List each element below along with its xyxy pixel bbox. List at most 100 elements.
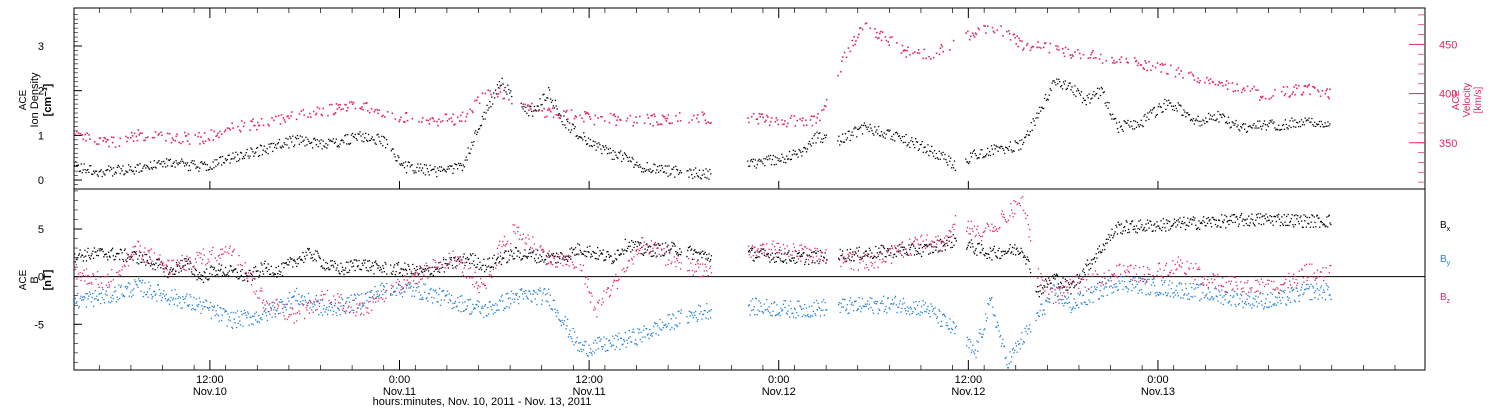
velocity-point: [1142, 67, 1145, 69]
b-bx-point: [1311, 214, 1313, 216]
b-bx-point: [935, 246, 938, 248]
b-by-point: [131, 289, 133, 291]
density-point: [372, 139, 374, 141]
b-by-point: [849, 297, 852, 299]
velocity-point: [1026, 42, 1029, 45]
density-point: [654, 164, 656, 166]
b-by-point: [1047, 301, 1049, 303]
b-by-point: [1236, 294, 1239, 296]
velocity-point: [676, 120, 679, 123]
velocity-point: [881, 31, 884, 33]
b-bx-point: [1082, 268, 1085, 270]
b-bx-point: [104, 253, 107, 255]
velocity-point: [160, 131, 162, 134]
b-by-point: [111, 300, 113, 303]
density-point: [1116, 127, 1119, 130]
b-bx-point: [1271, 220, 1274, 222]
b-bx-point: [343, 273, 345, 276]
b-by-point: [88, 295, 90, 297]
density-point: [396, 160, 398, 162]
b-by-point: [1038, 315, 1040, 318]
b-by-point: [762, 312, 765, 314]
b-bx-point: [862, 255, 864, 258]
velocity-point: [283, 119, 286, 121]
b-by-point: [150, 293, 152, 296]
velocity-point: [183, 131, 186, 134]
b-bx-point: [1069, 286, 1071, 288]
b-by-point: [951, 328, 954, 331]
b-by-point: [171, 299, 174, 301]
b-by-point: [115, 290, 117, 292]
b-by-point: [995, 326, 998, 328]
density-point: [687, 170, 689, 172]
b-bx-point: [541, 259, 544, 261]
b-bx-point: [1006, 252, 1008, 254]
velocity-point: [801, 119, 803, 122]
velocity-point: [280, 114, 283, 116]
b-by-point: [462, 310, 465, 312]
b-by-point: [386, 282, 388, 285]
velocity-point: [984, 25, 986, 28]
velocity-point: [841, 56, 844, 58]
b-by-point: [1244, 302, 1246, 305]
b-bx-point: [1327, 226, 1329, 228]
density-point: [274, 146, 276, 149]
velocity-point: [253, 124, 255, 127]
velocity-point: [154, 131, 157, 133]
b-by-point: [217, 304, 219, 307]
density-point: [757, 160, 759, 162]
density-point: [1034, 124, 1036, 127]
b-by-point: [826, 308, 828, 311]
b-bx-point: [1236, 218, 1239, 220]
velocity-point: [941, 45, 944, 48]
density-point: [938, 150, 940, 152]
density-point: [530, 110, 533, 113]
b-by-point: [141, 279, 144, 281]
b-by-point: [559, 320, 562, 322]
density-point: [202, 163, 205, 165]
density-point: [942, 151, 944, 154]
b-bx-point: [469, 253, 472, 255]
b-bx-point: [227, 272, 229, 274]
b-bx-point: [296, 258, 299, 260]
b-by-point: [262, 307, 265, 309]
velocity-point: [288, 117, 290, 120]
b-by-point: [89, 293, 92, 295]
b-bx-point: [665, 251, 668, 253]
density-point: [703, 173, 705, 175]
b-by-point: [841, 306, 843, 308]
b-by-point: [147, 296, 149, 298]
density-point: [233, 158, 235, 160]
b-by-point: [156, 284, 159, 286]
b-by-point: [679, 312, 682, 314]
velocity-point: [232, 127, 234, 129]
b-by-point: [200, 312, 202, 315]
b-by-point: [932, 308, 935, 310]
b-by-point: [885, 305, 887, 308]
b-by-point: [469, 298, 472, 300]
density-point: [1031, 129, 1033, 131]
b-bx-point: [679, 248, 681, 250]
b-by-point: [905, 313, 908, 315]
velocity-point: [105, 141, 107, 143]
b-by-point: [216, 313, 218, 315]
density-point: [266, 148, 268, 150]
b-bx-point: [352, 265, 355, 267]
velocity-point: [1205, 76, 1208, 79]
density-point: [142, 167, 144, 169]
density-point: [292, 135, 294, 137]
velocity-point: [1288, 96, 1291, 98]
velocity-point: [1208, 82, 1211, 85]
b-bx-point: [837, 257, 840, 260]
density-point: [1098, 88, 1101, 90]
b-by-point: [901, 303, 904, 305]
density-point: [864, 124, 866, 127]
b-by-point: [545, 300, 547, 302]
b-by-point: [1041, 303, 1043, 305]
b-bx-point: [868, 253, 870, 255]
b-bx-point: [491, 257, 494, 259]
b-bx-point: [687, 249, 689, 252]
velocity-point: [1114, 62, 1116, 64]
b-by-point: [1035, 319, 1037, 322]
b-bx-point: [608, 256, 611, 258]
